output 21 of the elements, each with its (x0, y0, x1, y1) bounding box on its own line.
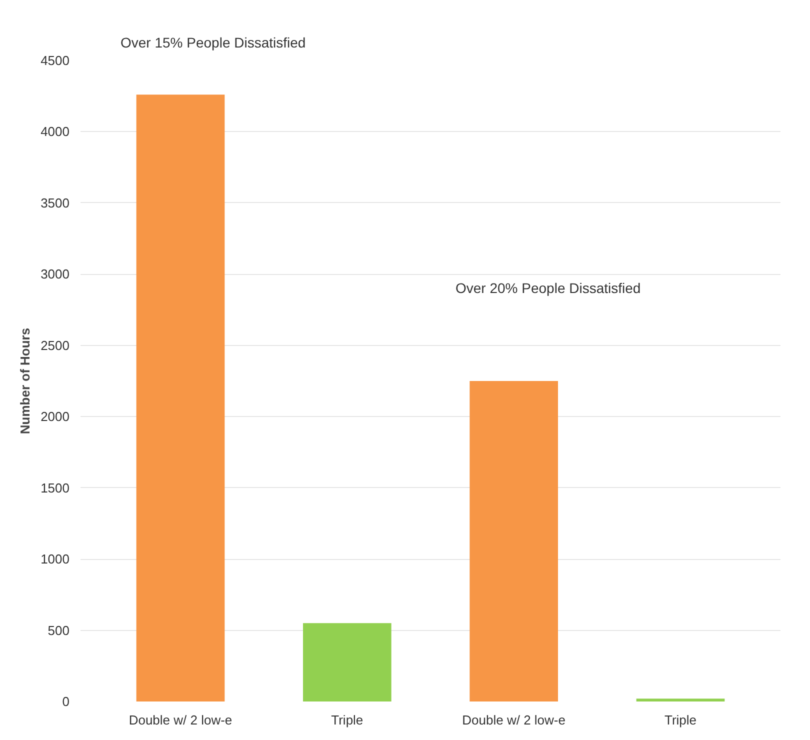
y-tick-label: 2000 (40, 409, 70, 424)
x-tick-label: Double w/ 2 low-e (462, 712, 566, 728)
y-tick-label: 4500 (40, 53, 70, 68)
bar (136, 94, 225, 702)
x-tick-label: Double w/ 2 low-e (128, 712, 232, 728)
y-tick-label: 4000 (40, 124, 70, 140)
bar (303, 623, 392, 702)
y-axis-title: Number of Hours (18, 328, 33, 434)
y-tick-label: 3000 (40, 266, 70, 282)
x-tick-label: Triple (331, 712, 364, 728)
y-tick-label: 500 (48, 622, 70, 638)
y-tick-label: 1500 (40, 480, 70, 496)
y-tick-label: 0 (62, 694, 70, 709)
annotation: Over 20% People Dissatisfied (456, 280, 641, 296)
text: Over 15% People Dissatisfied (120, 34, 306, 50)
bar (636, 698, 725, 702)
y-tick-label: 2500 (40, 338, 70, 353)
y-tick-label: 3500 (40, 195, 70, 210)
y-tick-label: 1000 (40, 552, 70, 567)
x-tick-label: Triple (664, 712, 697, 728)
bar (470, 381, 558, 702)
